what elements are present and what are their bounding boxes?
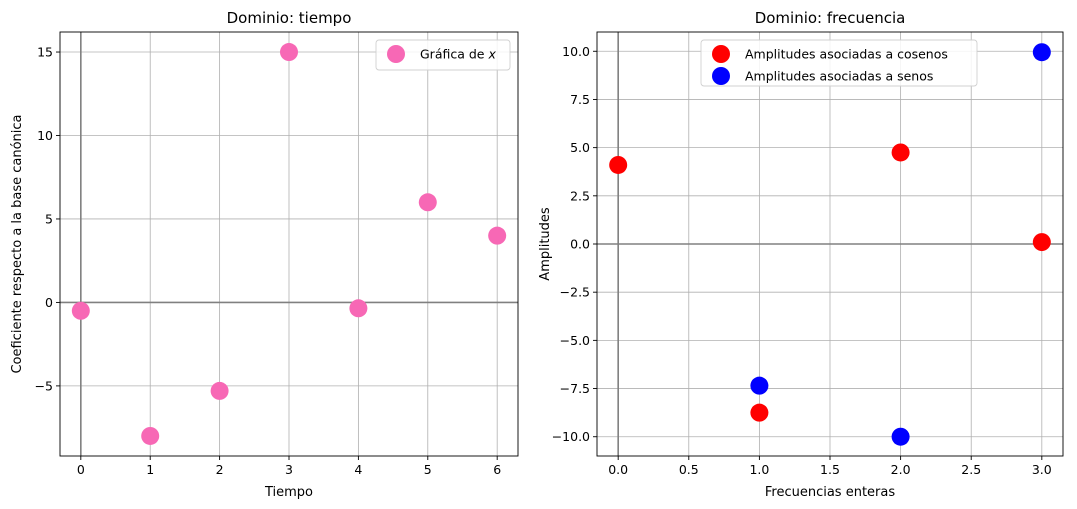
x-tick-label: 0.0 xyxy=(608,462,628,477)
data-point xyxy=(71,301,90,320)
y-tick-label: 5.0 xyxy=(570,140,590,155)
data-point xyxy=(141,426,160,445)
x-tick-label: 1 xyxy=(146,462,154,477)
frequency-domain-chart: 0.0 0.5 1.0 1.5 2.0 2.5 3.0 −10.0 −7.5 −5.0 −2.5 0.… xyxy=(538,9,1064,500)
x-tick-label: 4 xyxy=(354,462,362,477)
data-point xyxy=(891,143,910,162)
legend-marker xyxy=(712,45,730,63)
data-point xyxy=(750,403,769,422)
x-tick-label: 2.5 xyxy=(961,462,981,477)
legend-label: Gráfica de x xyxy=(420,47,496,62)
x-tick-label: 1.0 xyxy=(749,462,769,477)
y-tick-label: 10 xyxy=(37,128,53,143)
y-tick-label: 0.0 xyxy=(570,237,590,252)
y-tick-label: −2.5 xyxy=(560,285,590,300)
y-tick-label: 15 xyxy=(37,45,53,60)
legend-label-text: Gráfica de xyxy=(420,47,488,62)
x-tick-label: 1.5 xyxy=(820,462,840,477)
chart-title: Dominio: frecuencia xyxy=(755,9,906,27)
data-point xyxy=(891,427,910,446)
time-domain-chart: 0 1 2 3 4 5 6 −5 0 5 10 15 Dominio: tiempo Tiempo Coef… xyxy=(10,9,519,500)
data-point xyxy=(609,155,628,174)
x-axis-title: Tiempo xyxy=(264,485,313,500)
data-point xyxy=(418,193,437,212)
legend-label-text: Amplitudes asociadas a senos xyxy=(745,69,933,84)
legend-label-text: Amplitudes asociadas a cosenos xyxy=(745,47,948,62)
data-point xyxy=(280,43,298,62)
y-axis-title: Coeficiente respecto a la base canónica xyxy=(10,114,25,373)
y-tick-label: 10.0 xyxy=(562,44,590,59)
x-tick-label: 0 xyxy=(77,462,85,477)
x-tick-label: 5 xyxy=(424,462,432,477)
data-point xyxy=(750,376,769,395)
y-tick-label: −7.5 xyxy=(560,381,590,396)
x-tick-label: 0.5 xyxy=(679,462,699,477)
x-tick-label: 6 xyxy=(493,462,501,477)
legend-label-math: x xyxy=(487,47,496,62)
legend-marker xyxy=(387,45,405,63)
y-tick-label: 2.5 xyxy=(570,188,590,203)
y-tick-label: 7.5 xyxy=(570,92,590,107)
x-tick-label: 3.0 xyxy=(1032,462,1052,477)
y-tick-label: 0 xyxy=(45,295,53,310)
legend-box xyxy=(700,39,978,87)
data-point xyxy=(488,226,507,245)
y-tick-label: 5 xyxy=(45,211,53,226)
x-axis-title: Frecuencias enteras xyxy=(765,485,895,500)
legend-box xyxy=(375,39,511,71)
x-tick-label: 2.0 xyxy=(891,462,911,477)
data-point xyxy=(1032,233,1051,252)
data-point xyxy=(349,299,368,318)
legend-label: Amplitudes asociadas a senos xyxy=(745,69,933,84)
legend-marker xyxy=(712,67,730,85)
y-tick-label: −5.0 xyxy=(560,333,590,348)
data-point xyxy=(1032,43,1051,62)
y-tick-label: −5 xyxy=(35,378,53,393)
y-tick-label: −10.0 xyxy=(552,429,590,444)
x-tick-label: 3 xyxy=(285,462,293,477)
chart-title: Dominio: tiempo xyxy=(227,9,352,27)
data-point xyxy=(210,381,229,400)
x-tick-label: 2 xyxy=(216,462,224,477)
legend-label: Amplitudes asociadas a cosenos xyxy=(745,47,948,62)
y-axis-title: Amplitudes xyxy=(538,207,553,281)
